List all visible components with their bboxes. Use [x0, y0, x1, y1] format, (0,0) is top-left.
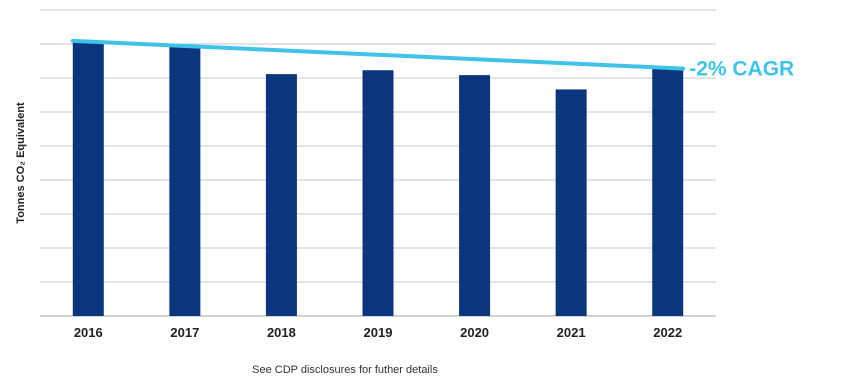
x-tick-label-2021: 2021: [557, 325, 586, 340]
y-axis-label: Tonnes CO₂ Equivalent: [15, 102, 27, 224]
x-tick-label-2022: 2022: [653, 325, 682, 340]
bars: [73, 41, 683, 316]
x-tick-label-2017: 2017: [170, 325, 199, 340]
bar-2019: [363, 70, 394, 316]
x-tick-label-2018: 2018: [267, 325, 296, 340]
bar-2022: [652, 68, 683, 316]
x-tick-labels: 2016 2017 2018 2019 2020 2021 2022: [74, 325, 682, 340]
x-tick-label-2020: 2020: [460, 325, 489, 340]
bar-2016: [73, 41, 104, 316]
bar-2021: [556, 89, 587, 316]
bar-2020: [459, 75, 490, 316]
bar-2017: [169, 46, 200, 316]
trend-line: [73, 41, 683, 69]
x-tick-label-2019: 2019: [364, 325, 393, 340]
footnote: See CDP disclosures for futher details: [252, 364, 438, 376]
cagr-annotation: -2% CAGR: [689, 58, 794, 81]
bar-2018: [266, 74, 297, 316]
x-tick-label-2016: 2016: [74, 325, 103, 340]
